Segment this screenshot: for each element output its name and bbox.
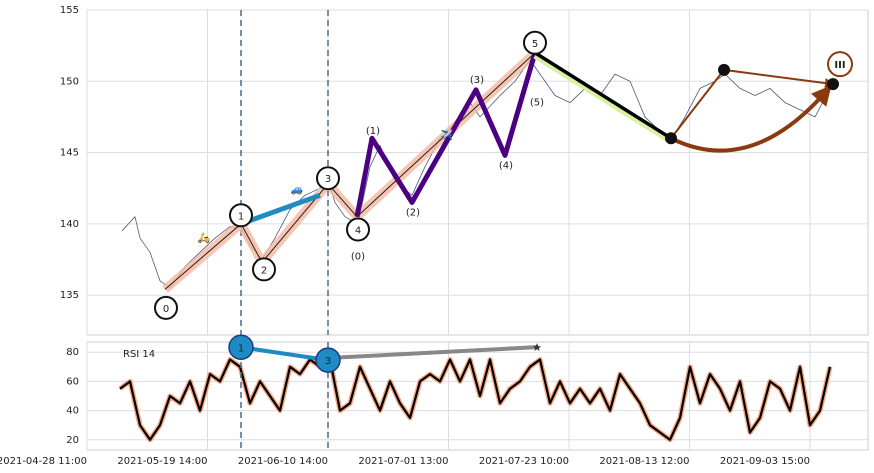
plot-area — [86, 9, 869, 336]
subwave-label: (4) — [499, 160, 513, 171]
subwave-label: (0) — [351, 252, 365, 263]
x-tick-label: 2021-05-19 14:00 — [117, 456, 207, 467]
projection-arc — [670, 85, 832, 153]
icon: 🚙 — [291, 185, 303, 196]
x-tick-label: 2021-07-01 13:00 — [358, 456, 448, 467]
rsi-marker-label: 1 — [238, 343, 244, 354]
wave-label-circle — [523, 30, 547, 55]
y-tick-label: 60 — [66, 376, 79, 387]
pivot-dot — [665, 132, 677, 145]
panel-title: RSI 14 — [123, 349, 155, 360]
subwave-label: (1) — [366, 126, 380, 137]
y-tick-label: 155 — [60, 5, 79, 16]
y-tick-label: 135 — [60, 290, 79, 301]
x-tick-label: 2021-09-03 15:00 — [720, 456, 810, 467]
subwave-label: (3) — [470, 75, 484, 86]
wave-label-circle — [154, 295, 178, 320]
wave-label: 1 — [238, 211, 244, 222]
wave-label: 2 — [261, 265, 267, 276]
rsi-link — [240, 345, 329, 363]
wave-label: 4 — [355, 226, 361, 237]
y-tick-label: 140 — [60, 219, 79, 230]
target-circle — [827, 51, 853, 78]
icon: 🛵 — [198, 232, 211, 244]
wave-label-circle — [252, 257, 276, 282]
y-tick-label: 145 — [60, 148, 79, 159]
y-tick-label: 20 — [66, 435, 79, 446]
wave-label-circle — [346, 217, 370, 242]
wave-label: 0 — [163, 304, 169, 315]
rsi-marker-label: 3 — [325, 356, 331, 367]
rsi-trend-star — [533, 343, 541, 352]
rsi-marker — [228, 334, 254, 361]
y-tick-label: 150 — [60, 76, 79, 87]
y-tick-label: 80 — [66, 347, 79, 358]
subwave-label: (2) — [406, 207, 420, 218]
icon: ✈️ — [441, 128, 454, 141]
wave-label: 5 — [532, 39, 538, 50]
series-line — [119, 358, 832, 441]
y-tick-label: 40 — [66, 406, 79, 417]
target-label: III — [834, 60, 845, 71]
subwave-line — [354, 52, 538, 218]
x-tick-label: 2021-04-28 11:00 — [0, 456, 87, 467]
rsi-trend — [327, 345, 538, 361]
x-tick-label: 2021-06-10 14:00 — [238, 456, 328, 467]
wave-label-circle — [316, 166, 340, 191]
x-tick-label: 2021-07-23 10:00 — [479, 456, 569, 467]
rsi-marker — [315, 347, 341, 373]
link-line — [240, 192, 321, 227]
wave-label-circle — [229, 203, 253, 228]
subwave-label: (5) — [530, 98, 544, 109]
trend-line — [534, 51, 672, 140]
x-tick-label: 2021-08-13 12:00 — [599, 456, 689, 467]
pivot-dot — [718, 63, 730, 76]
wave-line — [164, 52, 536, 290]
pivot-dot — [827, 78, 839, 91]
wave-label: 3 — [325, 174, 331, 185]
trend-glow — [533, 53, 673, 144]
